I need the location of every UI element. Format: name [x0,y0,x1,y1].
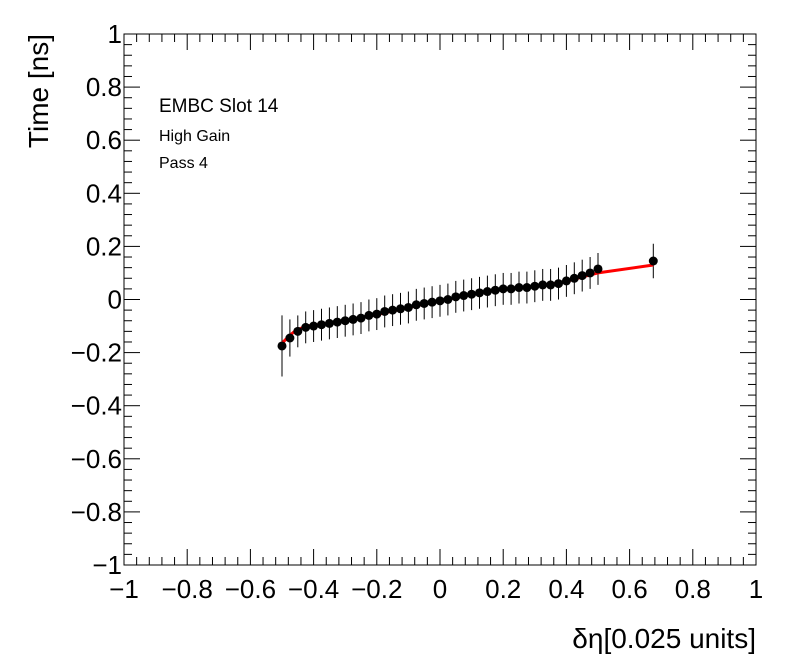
y-tick-label: 1 [108,19,122,49]
data-point [427,297,437,307]
data-point [435,296,445,306]
data-point [293,326,303,336]
x-tick-label: 0.6 [612,574,648,604]
y-tick-label: 0.4 [86,178,122,208]
error-bars [281,243,654,377]
data-point [411,300,421,310]
x-tick-label: −0.6 [225,574,276,604]
data-point [324,318,334,328]
y-tick-label: −0.6 [71,444,122,474]
y-axis-title: Time [ns] [23,34,54,148]
data-point [506,284,516,294]
x-axis-title: δη[0.025 units] [572,623,756,654]
y-tick-label: −0.8 [71,497,122,527]
data-point [467,289,477,299]
data-point [593,264,603,274]
data-point [451,292,461,302]
data-point [648,256,658,266]
data-point [546,280,556,290]
data-point [475,288,484,298]
data-point [309,321,319,331]
data-point [403,302,413,312]
data-point [340,316,350,326]
x-tick-label: 1 [749,574,763,604]
data-point [396,304,405,314]
y-tick-labels: −1 −0.8 −0.6 −0.4 −0.2 0 0.2 0.4 0.6 0.8 1 [71,19,122,580]
y-tick-label: 0.8 [86,72,122,102]
data-point [482,287,492,297]
data-point [490,285,500,295]
data-points [277,256,658,351]
x-tick-label: 0.8 [675,574,711,604]
x-tick-labels: −1 −0.8 −0.6 −0.4 −0.2 0 0.2 0.4 0.6 0.8 1 [109,574,763,604]
data-point [419,298,429,308]
x-tick-label: −1 [109,574,139,604]
data-point [554,279,563,289]
data-point [317,320,326,330]
y-tick-label: 0 [108,285,122,315]
y-tick-label: 0.6 [86,125,122,155]
data-point [530,281,540,291]
x-tick-label: 0.4 [548,574,584,604]
data-point [585,268,595,278]
data-point [388,305,398,315]
data-point [356,313,366,323]
data-point [443,295,453,304]
annotation-gain: High Gain [159,128,230,145]
axis-ticks [123,34,756,566]
data-point [514,283,524,293]
x-tick-label: 0.2 [485,574,521,604]
data-point [285,333,295,343]
annotation-detector: EMBC Slot 14 [159,96,279,117]
data-point [372,309,382,319]
data-point [301,322,311,332]
data-point [380,306,390,316]
x-tick-label: −0.8 [162,574,213,604]
data-point [561,276,571,286]
data-point [522,283,532,293]
data-point [332,317,342,327]
data-point [348,314,358,324]
x-tick-label: −0.4 [288,574,339,604]
y-tick-label: −0.4 [71,391,122,421]
x-tick-label: 0 [433,574,447,604]
y-tick-label: −0.2 [71,338,122,368]
data-point [569,273,579,283]
data-point [538,280,548,290]
y-tick-label: −1 [92,550,122,580]
data-point [364,310,374,320]
annotation-pass: Pass 4 [159,155,208,172]
data-point [459,291,469,301]
x-tick-label: −0.2 [351,574,402,604]
data-point [277,341,287,351]
y-tick-label: 0.2 [86,231,122,261]
data-point [577,271,587,281]
data-point [498,284,508,294]
